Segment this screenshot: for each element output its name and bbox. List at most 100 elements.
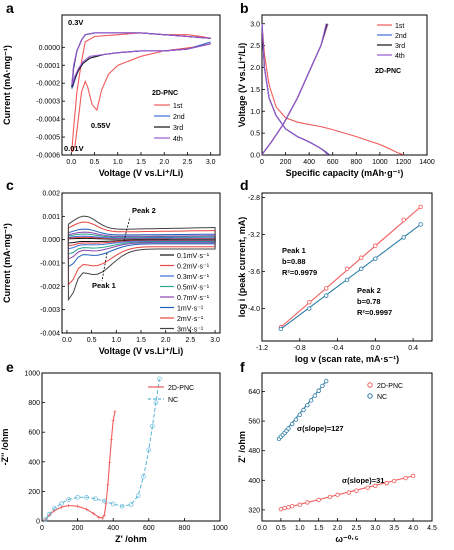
data-point	[305, 402, 310, 408]
annotation-arrow	[101, 252, 108, 282]
y-tick-label: -0.002	[40, 284, 60, 291]
x-tick-label: 0.0	[257, 525, 267, 532]
x-tick-label: 2.0	[333, 525, 343, 532]
y-tick-label: -2.8	[248, 195, 260, 202]
x-tick-label: 2.0	[161, 337, 171, 344]
series-loop	[67, 215, 216, 302]
data-point	[346, 490, 352, 495]
fit-line	[280, 206, 422, 328]
x-tick-label: 400	[107, 525, 119, 532]
data-point	[327, 494, 333, 500]
x-tick-label: 1.0	[111, 337, 121, 344]
x-tick-label: 3.0	[210, 337, 220, 344]
x-tick-label: 1000	[372, 159, 388, 166]
y-tick-label: 1.5	[250, 87, 260, 94]
data-point	[286, 505, 291, 510]
x-tick-label: 1.0	[295, 525, 305, 532]
data-point: +	[113, 409, 117, 416]
y-tick-label: 2.0	[250, 65, 260, 72]
y-tick-label: 400	[28, 459, 40, 466]
x-axis-label: Voltage (V vs.Li⁺/Li)	[99, 168, 184, 178]
y-tick-label: -0.0005	[36, 135, 60, 142]
annotation: 0.01V	[64, 144, 84, 153]
data-point	[305, 500, 310, 505]
legend-label: 3rd	[173, 125, 183, 132]
y-axis-label: Current (mA·mg⁻¹)	[2, 45, 12, 125]
data-point	[135, 493, 141, 499]
data-point: +	[97, 515, 101, 522]
annotation: σ(slope)=127	[297, 424, 344, 433]
y-tick-label: 2.5	[250, 43, 260, 50]
data-point	[46, 512, 52, 517]
data-point	[150, 423, 155, 429]
data-point	[301, 407, 306, 413]
x-tick-label: 0.4	[408, 345, 418, 352]
plot-frame	[261, 192, 433, 342]
data-point	[358, 266, 364, 272]
y-tick-label: 0.5	[250, 131, 260, 138]
data-point	[128, 502, 134, 508]
data-point	[373, 483, 378, 489]
legend-label: 3mV·s⁻¹	[177, 327, 204, 334]
data-point	[401, 235, 406, 240]
data-point	[286, 426, 291, 431]
x-tick-label: 2.5	[352, 525, 362, 532]
data-point	[324, 293, 329, 298]
data-point	[373, 256, 378, 261]
plot-frame	[261, 14, 428, 156]
y-tick-label: -0.0001	[36, 63, 60, 70]
panel-f: 0.0 0.5 1.0 1.5 2.0 2.5 3.0 3.5 4.0 4.5 320 400 480 5…	[237, 372, 437, 544]
y-tick-label: 0.0000	[39, 45, 61, 52]
data-point	[307, 299, 312, 305]
panel-label-f: f	[240, 359, 245, 375]
x-tick-label: 800	[350, 159, 362, 166]
legend-label: 0.7mV·s⁻¹	[177, 295, 210, 302]
legend-label: 3rd	[395, 43, 405, 50]
series-line	[71, 32, 211, 86]
y-tick-label: 200	[28, 489, 40, 496]
panel-label-c: c	[6, 177, 14, 193]
data-point: +	[100, 516, 104, 523]
x-tick-label: 3.5	[389, 525, 399, 532]
data-point	[119, 503, 125, 509]
y-tick-label: 0.002	[42, 191, 60, 198]
y-tick-label: 1.0	[250, 109, 260, 116]
annotation: 0.3V	[68, 18, 83, 27]
y-tick-label: -0.004	[40, 331, 60, 338]
series-line	[71, 32, 211, 88]
data-point	[410, 473, 416, 479]
y-tick-label: 560	[248, 419, 260, 426]
x-tick-label: 0.0	[62, 337, 72, 344]
series-label: Peak 2	[357, 286, 381, 295]
x-tick-label: 2.5	[183, 159, 193, 166]
data-point	[278, 506, 284, 512]
x-tick-label: 3.0	[206, 159, 216, 166]
data-point	[401, 217, 406, 223]
x-tick-label: 600	[327, 159, 339, 166]
data-point	[358, 255, 364, 260]
panel-label-a: a	[6, 0, 14, 16]
x-tick-label: 1.5	[136, 159, 146, 166]
data-point	[344, 277, 350, 283]
x-tick-label: 1.5	[314, 525, 324, 532]
x-tick-label: 2.0	[159, 159, 169, 166]
x-tick-label: 3.0	[370, 525, 380, 532]
data-point	[320, 383, 325, 389]
series-line	[261, 23, 329, 156]
y-tick-label: 0	[36, 519, 40, 526]
data-point	[157, 376, 162, 382]
data-point	[297, 412, 302, 418]
x-tick-label: 1000	[212, 525, 228, 532]
x-tick-label: 0.0	[66, 159, 76, 166]
y-axis-label: log i (peak current, mA)	[237, 217, 247, 318]
x-tick-label: 0	[40, 525, 44, 532]
data-point: +	[102, 513, 106, 520]
data-point	[93, 496, 98, 502]
x-tick-label: 1.0	[113, 159, 123, 166]
legend-label: NC	[377, 394, 387, 401]
x-tick-label: 1200	[396, 159, 412, 166]
fit-r2: R²=0.9979	[282, 268, 317, 277]
data-point	[75, 495, 80, 500]
panel-a: 0.0 0.5 1.0 1.5 2.0 2.5 3.0 0.0000 -0.0001 -0.000…	[2, 14, 221, 178]
